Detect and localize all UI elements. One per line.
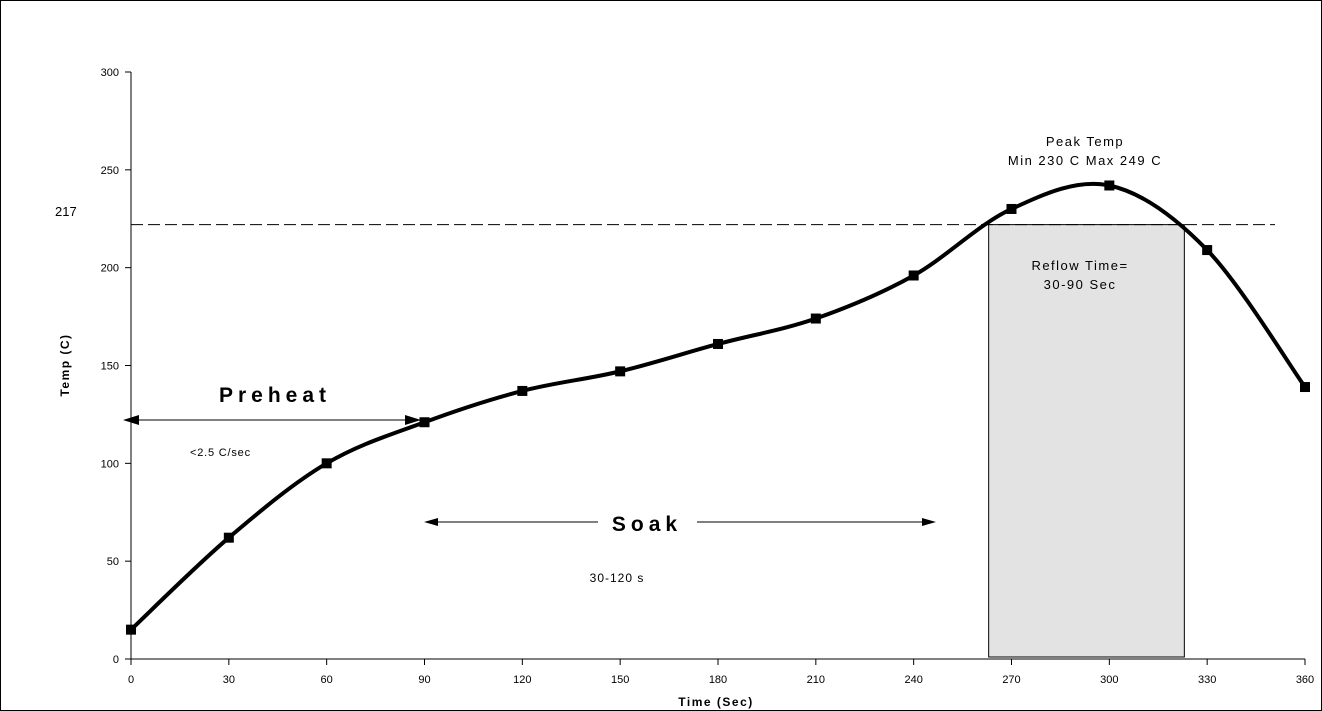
data-point-marker: [1006, 203, 1017, 214]
x-tick-label: 240: [904, 674, 922, 686]
reflow-time-label-line1: Reflow Time=: [1031, 258, 1128, 273]
data-point-marker: [517, 385, 528, 396]
data-point-marker: [1300, 382, 1310, 393]
reflow-time-label-line2: 30-90 Sec: [1044, 277, 1117, 292]
x-tick-label: 300: [1100, 674, 1118, 686]
x-tick-label: 120: [513, 674, 531, 686]
data-point-marker: [908, 270, 919, 281]
data-point-marker: [223, 532, 234, 543]
arrowhead-right: [405, 415, 421, 425]
peak-temp-label-line2: Min 230 C Max 249 C: [1008, 153, 1162, 168]
data-point-marker: [126, 624, 136, 635]
y-axis-title: Temp (C): [58, 333, 72, 396]
data-point-marker: [810, 313, 821, 324]
data-point-marker: [615, 366, 626, 377]
x-tick-label: 0: [128, 674, 134, 686]
x-tick-label: 90: [418, 674, 430, 686]
y-tick-label: 150: [101, 361, 119, 373]
soak-range-label: 30-120 s: [590, 571, 645, 585]
peak-temp-label-line1: Peak Temp: [1046, 134, 1124, 149]
x-tick-label: 360: [1296, 674, 1314, 686]
soak-label: Soak: [612, 513, 682, 536]
x-tick-label: 330: [1198, 674, 1216, 686]
y-tick-label: 50: [107, 556, 119, 568]
arrowhead-right: [922, 518, 936, 526]
y-tick-label: 200: [101, 263, 119, 275]
data-point-marker: [713, 338, 723, 349]
arrowhead-left: [123, 415, 139, 425]
x-axis-title: Time (Sec): [678, 695, 753, 709]
y-tick-label: 250: [101, 165, 119, 177]
data-point-marker: [1202, 245, 1213, 256]
arrowhead-left: [424, 518, 438, 526]
x-tick-label: 270: [1002, 674, 1020, 686]
reflow-time-region: [988, 224, 1185, 658]
ref-line-label: 217: [55, 204, 77, 219]
y-tick-label: 0: [113, 654, 119, 666]
data-point-marker: [419, 417, 430, 428]
preheat-rate-label: <2.5 C/sec: [190, 447, 251, 459]
preheat-arrow: [123, 415, 421, 425]
data-point-marker: [321, 458, 332, 469]
soak-arrow: [424, 518, 936, 526]
x-tick-label: 60: [321, 674, 333, 686]
x-tick-label: 210: [807, 674, 825, 686]
y-tick-label: 100: [101, 458, 119, 470]
x-tick-label: 180: [709, 674, 727, 686]
data-point-marker: [1104, 180, 1115, 191]
preheat-label: Preheat: [219, 384, 331, 407]
x-tick-label: 150: [611, 674, 629, 686]
x-tick-label: 30: [223, 674, 235, 686]
y-tick-label: 300: [101, 67, 119, 79]
